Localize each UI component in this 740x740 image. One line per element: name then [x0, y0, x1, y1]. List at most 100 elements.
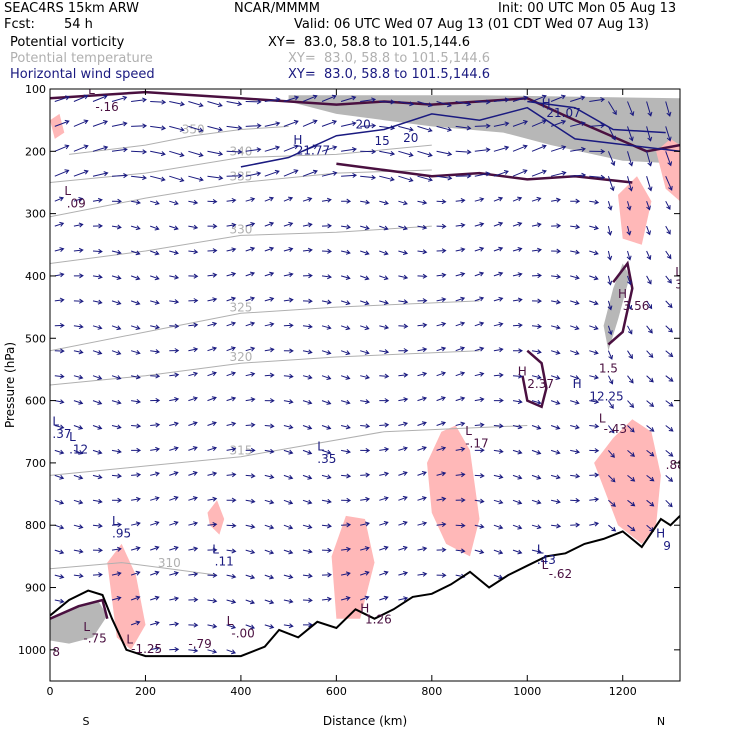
wind-vector-88 [130, 250, 141, 256]
wind-vector-454 [455, 149, 472, 155]
annotation-38: -.62 [549, 567, 572, 581]
wind-vector-623 [627, 151, 634, 167]
annotation-4: 20 [355, 117, 370, 131]
wind-vector-354 [360, 225, 370, 231]
wind-vector-39 [73, 548, 84, 554]
wind-vector-342 [341, 449, 351, 454]
wind-vector-18 [54, 549, 65, 555]
wind-vector-351 [360, 149, 377, 155]
annotation-49: -.75 [83, 631, 106, 645]
wind-vector-137 [169, 348, 180, 354]
wind-vector-126 [150, 646, 160, 652]
wind-vector-117 [150, 422, 161, 428]
wind-vector-619 [608, 499, 616, 507]
wind-vector-644 [646, 225, 651, 236]
x-endpoint-left: S [83, 715, 90, 728]
wind-vector-550 [550, 119, 567, 127]
wind-vector-576 [570, 325, 580, 331]
wind-vector-346 [341, 546, 352, 552]
wind-vector-194 [207, 623, 218, 629]
wind-vector-549 [550, 94, 566, 102]
wind-vector-198 [226, 149, 243, 155]
wind-vector-55 [92, 449, 103, 455]
wind-vector-29 [73, 298, 84, 304]
wind-vector-519 [512, 297, 523, 303]
wind-vector-316 [321, 324, 332, 330]
wind-vector-228 [245, 321, 256, 327]
wind-vector-175 [207, 150, 224, 157]
wind-vector-37 [73, 499, 84, 505]
wind-vector-570 [570, 172, 587, 178]
wind-vector-526 [512, 474, 523, 480]
wind-vector-26 [73, 222, 84, 228]
wind-vector-654 [646, 475, 655, 482]
wind-vector-151 [188, 125, 204, 133]
wind-vector-125 [150, 620, 160, 626]
wind-vector-62 [111, 121, 128, 127]
wind-vector-320 [321, 425, 332, 430]
wind-vector-32 [73, 374, 84, 380]
annotation-25: .35 [317, 452, 336, 466]
wind-vector-72 [111, 375, 122, 380]
wind-vector-429 [417, 521, 428, 527]
wind-vector-376 [379, 250, 389, 256]
wind-vector-299 [302, 449, 313, 455]
wind-vector-597 [589, 399, 600, 405]
wind-vector-590 [589, 225, 599, 231]
wind-vector-149 [169, 646, 180, 653]
wind-vector-331 [341, 172, 358, 178]
wind-vector-170 [188, 597, 199, 603]
wind-vector-188 [207, 471, 218, 477]
wind-vector-442 [436, 346, 447, 352]
wind-vector-114 [150, 349, 161, 355]
wind-vector-290 [302, 222, 313, 228]
wind-vector-645 [646, 250, 652, 261]
wind-vector-496 [493, 221, 504, 227]
wind-vector-553 [551, 197, 561, 203]
wind-vector-285 [302, 94, 318, 102]
wind-vector-605 [607, 151, 616, 167]
wind-vector-335 [340, 275, 351, 280]
annotation-15: 1.5 [599, 362, 618, 376]
wind-vector-578 [570, 375, 580, 380]
wind-vector-567 [570, 95, 586, 102]
y-tick-label-600: 600 [25, 395, 46, 408]
wind-vector-45 [92, 197, 103, 203]
wind-vector-2 [54, 144, 70, 152]
wind-vector-101 [130, 570, 141, 576]
wind-vector-217 [226, 624, 237, 630]
wind-vector-87 [130, 225, 141, 231]
theta-contour-310 [50, 562, 218, 576]
wind-vector-274 [283, 373, 294, 379]
wind-vector-245 [264, 196, 274, 202]
wind-vector-199 [226, 173, 243, 179]
wind-vector-11 [54, 373, 65, 379]
wind-vector-132 [169, 225, 179, 231]
wind-vector-129 [169, 150, 185, 158]
wind-vector-516 [512, 221, 523, 227]
wind-vector-51 [92, 350, 103, 355]
wind-vector-7 [54, 272, 65, 278]
wind-vector-433 [436, 125, 453, 132]
annotation-17: 12.25 [589, 390, 623, 404]
wind-vector-369 [360, 595, 370, 601]
wind-vector-258 [264, 524, 275, 530]
wind-vector-591 [589, 250, 599, 256]
wind-vector-352 [360, 175, 377, 181]
wind-vector-500 [493, 322, 504, 327]
wind-vector-226 [245, 271, 256, 277]
wind-vector-431 [417, 571, 428, 577]
wind-vector-27 [73, 247, 84, 253]
wind-vector-405 [398, 446, 408, 452]
wind-vector-408 [398, 520, 408, 526]
annotation-41: H [360, 601, 369, 615]
field-name-pv: Potential vorticity [10, 35, 125, 50]
wind-vector-172 [188, 648, 199, 654]
wind-vector-239 [245, 599, 256, 605]
wind-vector-305 [302, 597, 313, 603]
wind-vector-333 [341, 224, 351, 230]
pv-contour-4 [50, 598, 109, 620]
field-xy-theta: XY= 83.0, 58.8 to 101.5,144.6 [288, 51, 491, 66]
wind-vector-304 [302, 573, 313, 579]
wind-vector-102 [130, 595, 141, 601]
